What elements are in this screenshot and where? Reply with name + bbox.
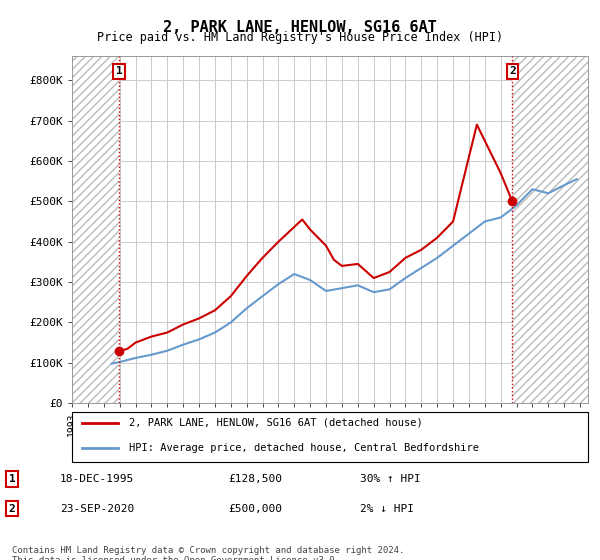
Text: 23-SEP-2020: 23-SEP-2020 [60,503,134,514]
Text: 2, PARK LANE, HENLOW, SG16 6AT: 2, PARK LANE, HENLOW, SG16 6AT [163,20,437,35]
Text: 1: 1 [116,67,122,76]
FancyBboxPatch shape [72,412,588,462]
Text: 30% ↑ HPI: 30% ↑ HPI [360,474,421,484]
Text: £500,000: £500,000 [228,503,282,514]
Text: Contains HM Land Registry data © Crown copyright and database right 2024.
This d: Contains HM Land Registry data © Crown c… [12,546,404,560]
Text: £128,500: £128,500 [228,474,282,484]
Text: 2, PARK LANE, HENLOW, SG16 6AT (detached house): 2, PARK LANE, HENLOW, SG16 6AT (detached… [129,418,422,428]
Text: HPI: Average price, detached house, Central Bedfordshire: HPI: Average price, detached house, Cent… [129,443,479,453]
Text: 18-DEC-1995: 18-DEC-1995 [60,474,134,484]
Text: 1: 1 [8,474,16,484]
Text: Price paid vs. HM Land Registry's House Price Index (HPI): Price paid vs. HM Land Registry's House … [97,31,503,44]
Text: 2: 2 [509,67,515,76]
Text: 2: 2 [8,503,16,514]
Text: 2% ↓ HPI: 2% ↓ HPI [360,503,414,514]
